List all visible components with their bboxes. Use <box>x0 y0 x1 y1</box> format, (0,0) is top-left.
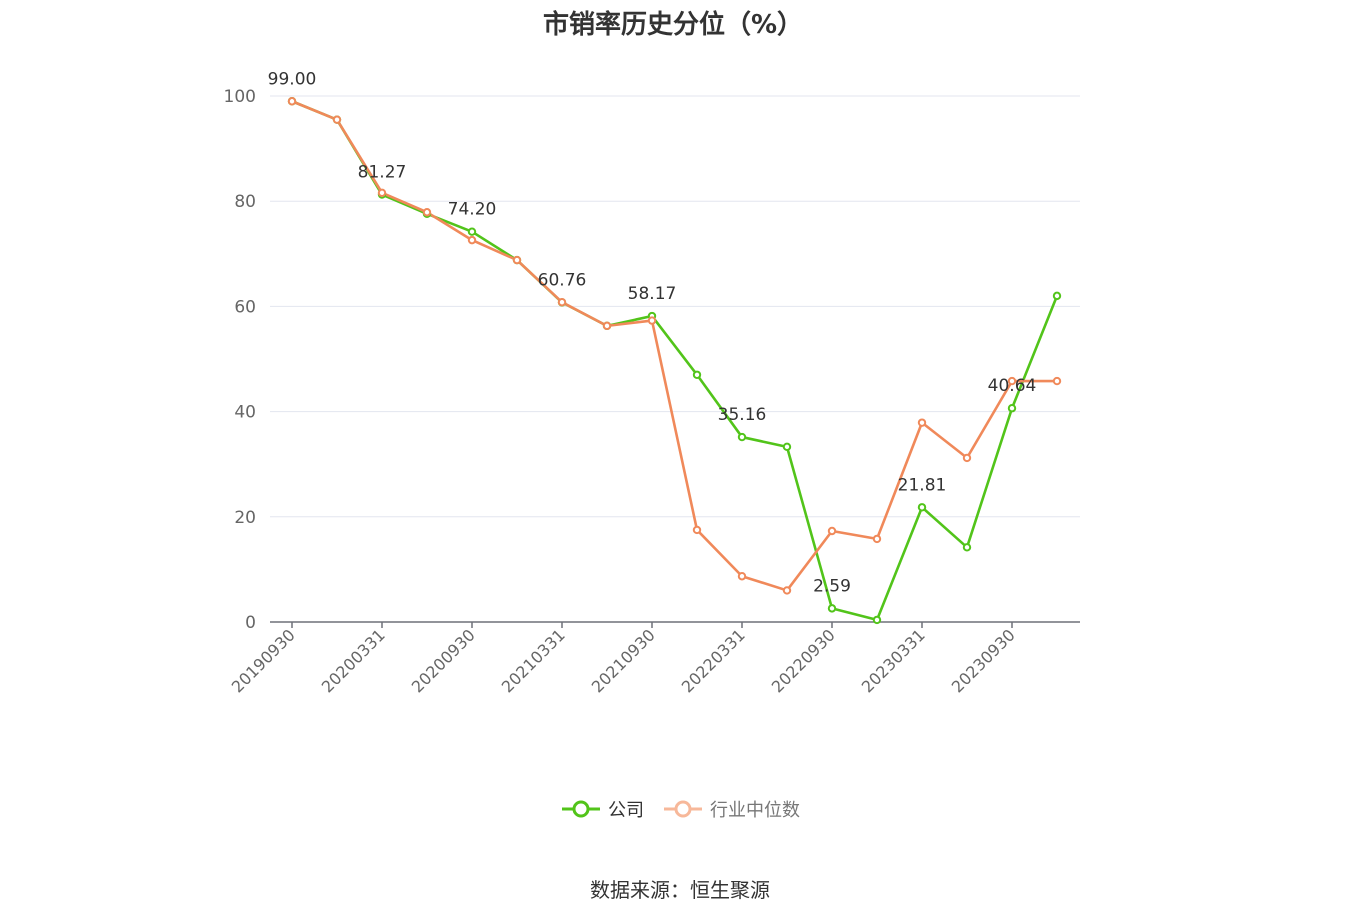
data-point-1 <box>782 586 792 595</box>
data-point-1 <box>872 534 882 544</box>
data-point-1 <box>287 97 297 106</box>
data-point-0 <box>1052 291 1062 301</box>
x-tick-label: 20220930 <box>768 625 839 696</box>
data-labels: 99.00 81.27 74.20 60.76 58.17 35.16 2.59 21.81 4… <box>268 69 1037 596</box>
legend: 公司 行业中位数 <box>0 796 1360 822</box>
series-lines <box>287 97 1062 625</box>
data-point-0 <box>1007 404 1017 413</box>
data-label: 58.17 <box>628 284 677 304</box>
data-label: 21.81 <box>898 475 947 495</box>
series-line-0 <box>291 100 1059 622</box>
data-point-1 <box>377 188 387 197</box>
x-tick-label: 20230331 <box>858 625 929 696</box>
data-label: 99.00 <box>268 69 317 89</box>
data-point-1 <box>422 208 432 217</box>
data-label: 35.16 <box>718 405 767 425</box>
data-point-1 <box>512 255 522 265</box>
grid-lines <box>270 95 1080 518</box>
data-point-1 <box>692 525 702 535</box>
data-point-0 <box>827 604 837 613</box>
data-point-1 <box>647 316 657 325</box>
x-tick-label: 20200930 <box>408 625 479 696</box>
data-point-1 <box>602 321 612 331</box>
data-label: 2.59 <box>813 576 851 596</box>
data-point-0 <box>737 432 747 442</box>
data-source: 数据来源：恒生聚源 <box>590 878 770 902</box>
y-tick-label: 20 <box>234 508 256 528</box>
x-tick-label: 20230930 <box>948 625 1019 696</box>
chart-title: 市销率历史分位（%） <box>542 10 804 40</box>
x-tick-label: 20220331 <box>678 625 749 696</box>
y-tick-label: 0 <box>245 613 256 633</box>
y-tick-label: 80 <box>234 192 256 212</box>
legend-item-company[interactable]: 公司 <box>560 796 644 822</box>
y-tick-label: 40 <box>234 403 256 423</box>
legend-company-icon <box>562 800 600 818</box>
data-label: 74.20 <box>448 200 497 220</box>
data-point-1 <box>962 453 972 463</box>
legend-industry-icon <box>664 800 702 818</box>
legend-industry-label: 行业中位数 <box>710 800 800 821</box>
data-point-0 <box>962 543 972 552</box>
x-tick-label: 20200331 <box>318 625 389 696</box>
y-tick-label: 100 <box>224 87 256 107</box>
x-tick-label: 20190930 <box>228 625 299 696</box>
data-point-0 <box>467 227 477 236</box>
axes: 0 20 40 60 80 100 20190930 20200331 20200930 2021… <box>224 87 1080 696</box>
y-tick-label: 60 <box>234 297 256 317</box>
legend-item-industry[interactable]: 行业中位数 <box>662 796 800 822</box>
data-point-1 <box>467 235 477 245</box>
data-label: 40.64 <box>988 376 1037 396</box>
legend-company-label: 公司 <box>608 800 644 821</box>
data-point-1 <box>332 115 342 124</box>
data-point-1 <box>827 526 837 536</box>
data-label: 81.27 <box>358 163 407 183</box>
data-point-1 <box>917 418 927 427</box>
x-tick-label: 20210331 <box>498 625 569 696</box>
series-line-1 <box>291 100 1057 592</box>
data-point-1 <box>557 297 567 307</box>
data-point-1 <box>737 572 747 581</box>
data-label: 60.76 <box>538 270 587 290</box>
data-point-1 <box>1007 376 1017 386</box>
data-point-0 <box>782 442 792 452</box>
data-point-0 <box>917 503 927 512</box>
data-point-1 <box>1052 376 1062 386</box>
data-point-0 <box>872 615 882 625</box>
x-tick-label: 20210930 <box>588 625 659 696</box>
data-point-0 <box>692 370 702 379</box>
